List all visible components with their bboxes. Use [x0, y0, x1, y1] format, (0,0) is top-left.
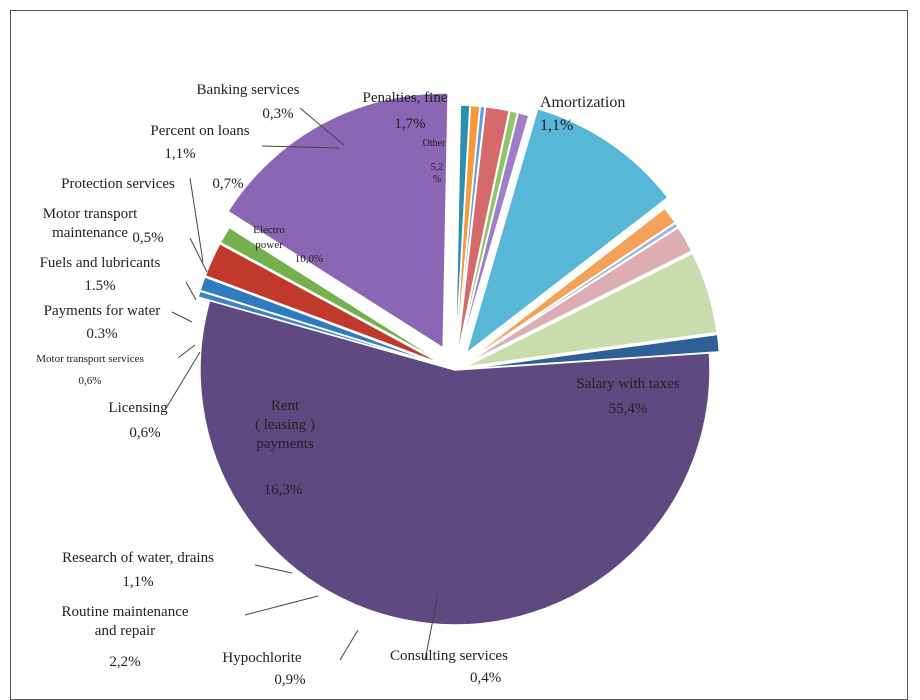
pie-slice-amortization	[464, 333, 721, 370]
pie-slice-protection-services	[456, 111, 530, 361]
slice-value-electro-power: 10,0%	[295, 253, 323, 265]
slice-label-routine-maintenance-and-repair: Routine maintenance and repair	[61, 604, 188, 639]
slice-label-consulting-services: Consulting services	[390, 648, 508, 664]
slice-value-fuels-and-lubricants: 1.5%	[84, 278, 115, 294]
leader-line-motor-transport-services	[177, 344, 196, 359]
leader-line-consulting-services	[424, 593, 439, 661]
slice-value-research-of-water-drains: 1,1%	[122, 574, 153, 590]
slice-label-hypochlorite: Hypochlorite	[222, 650, 301, 666]
leader-line-motor-transport-maintenance	[189, 237, 208, 273]
leader-line-banking-services	[299, 107, 345, 146]
pie-slice-research-of-water-drains	[219, 226, 446, 365]
leader-line-fuels-and-lubricants	[185, 281, 197, 301]
slice-value-rent-leasing-payments: 16,3%	[264, 482, 303, 498]
leader-line-licensing	[164, 351, 201, 411]
pie-slice-other	[464, 252, 719, 368]
slice-label-rent-leasing-payments: Rent( leasing ) payments	[255, 398, 315, 452]
slice-label-payments-for-water: Payments for water	[44, 303, 161, 319]
slice-value-other: 5,2%	[431, 162, 444, 185]
slice-value-motor-transport-maintenance: 0,5%	[132, 230, 163, 246]
slice-value-motor-transport-services: 0,6%	[79, 375, 102, 387]
slice-value-payments-for-water: 0.3%	[86, 326, 117, 342]
slice-value-routine-maintenance-and-repair: 2,2%	[109, 654, 140, 670]
leader-line-payments-for-water	[171, 311, 193, 323]
slice-value-licensing: 0,6%	[129, 425, 160, 441]
slice-label-research-of-water-drains: Research of water, drains	[62, 550, 214, 566]
slice-label-amortization: Amortization	[540, 94, 625, 111]
pie-slice-hypochlorite	[199, 275, 444, 367]
slice-value-percent-on-loans: 1,1%	[164, 146, 195, 162]
slice-value-protection-services: 0,7%	[212, 176, 243, 192]
slice-label-licensing: Licensing	[108, 400, 168, 416]
slice-value-consulting-services: 0,4%	[470, 670, 501, 686]
pie-slice-salary-with-taxes	[199, 299, 711, 626]
pie-slice-routine-maintenance-and-repair	[204, 242, 445, 366]
slice-label-fuels-and-lubricants: Fuels and lubricants	[40, 255, 161, 271]
slice-value-penalties-fine: 1,7%	[394, 116, 425, 132]
slice-value-salary-with-taxes: 55,4%	[609, 401, 648, 417]
pie-slice-electro-power	[464, 107, 670, 356]
leader-line-research-of-water-drains	[254, 564, 293, 574]
slice-label-salary-with-taxes: Salary with taxes	[576, 376, 679, 392]
slice-label-percent-on-loans: Percent on loans	[150, 123, 249, 139]
slice-value-banking-services: 0,3%	[262, 106, 293, 122]
leader-line-routine-maintenance-and-repair	[244, 595, 319, 616]
leader-line-percent-on-loans	[261, 145, 340, 149]
slice-value-amortization: 1,1%	[540, 117, 573, 134]
slice-value-hypochlorite: 0,9%	[274, 672, 305, 687]
slice-label-motor-transport-services: Motor transport services	[36, 353, 144, 365]
slice-label-electro-power: Electro power	[253, 224, 285, 251]
slice-label-penalties-fine: Penalties, fine	[363, 90, 448, 106]
slice-label-motor-transport-maintenance: Motor transport maintenance	[43, 206, 138, 241]
slice-label-banking-services: Banking services	[197, 82, 300, 98]
pie-slice-penalties-fine	[463, 226, 693, 366]
leader-line-protection-services	[189, 177, 204, 263]
slice-label-other: Other	[423, 138, 446, 149]
leader-line-hypochlorite	[339, 629, 359, 661]
pie-slice-rent-leasing-payments	[226, 92, 449, 350]
slice-label-protection-services: Protection services	[61, 176, 175, 192]
